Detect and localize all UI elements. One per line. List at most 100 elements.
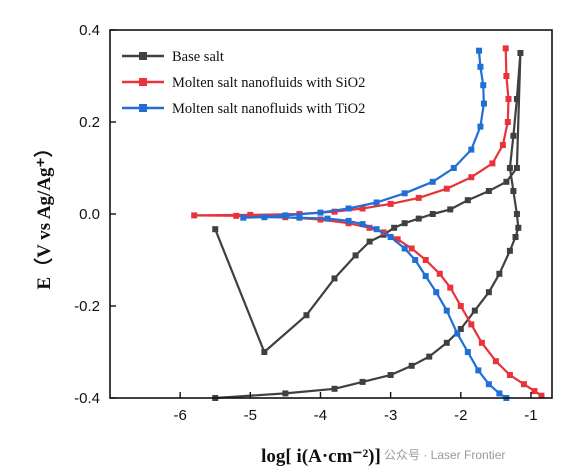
legend-label: Molten salt nanofluids with SiO2 — [172, 75, 365, 91]
data-point — [477, 123, 484, 130]
data-point — [468, 146, 475, 153]
data-point — [247, 211, 254, 218]
data-point — [401, 245, 408, 252]
data-point — [240, 214, 247, 221]
data-point — [485, 188, 492, 194]
data-point — [480, 100, 487, 107]
data-point — [212, 226, 219, 233]
legend: Base salt Molten salt nanofluids with SiO… — [122, 49, 365, 117]
x-tick-label: -3 — [384, 407, 397, 424]
series-2 — [240, 47, 510, 401]
data-point — [489, 160, 496, 167]
data-point — [510, 132, 517, 139]
watermark-text: 公众号 · Laser Frontier — [384, 448, 505, 462]
data-point — [317, 216, 324, 223]
data-point — [415, 215, 422, 222]
x-tick-label: -4 — [314, 407, 327, 424]
series-line — [242, 50, 508, 399]
data-point — [429, 211, 436, 217]
data-point — [359, 221, 366, 228]
data-point — [499, 142, 506, 148]
data-point — [517, 50, 524, 56]
x-axis-label: log[ i(A·cm⁻²)] — [261, 446, 381, 467]
data-point — [426, 353, 433, 360]
data-point — [324, 215, 331, 222]
data-point — [464, 349, 471, 355]
data-point — [408, 245, 415, 252]
data-point — [447, 284, 454, 291]
legend-marker — [139, 104, 147, 112]
data-point — [468, 174, 475, 181]
data-point — [475, 367, 482, 374]
data-point — [443, 185, 450, 192]
data-point — [515, 224, 522, 231]
series-layer — [191, 45, 545, 401]
data-point — [303, 312, 310, 319]
data-point — [478, 339, 485, 346]
data-point — [531, 388, 538, 395]
x-tick-label: -1 — [524, 407, 537, 424]
data-point — [496, 390, 503, 397]
data-point — [485, 289, 492, 296]
data-point — [296, 214, 303, 221]
data-point — [450, 165, 457, 171]
data-point — [513, 165, 520, 171]
data-point — [317, 209, 324, 216]
data-point — [513, 96, 520, 102]
data-point — [504, 119, 511, 125]
data-point — [477, 63, 484, 70]
data-point — [191, 212, 198, 219]
axis-ticks: -6 -5 -4 -3 -2 -1 -0.4 -0.2 0.0 0.2 0.4 — [74, 22, 537, 424]
data-point — [454, 330, 461, 337]
data-point — [373, 226, 380, 233]
data-point — [359, 378, 366, 385]
data-point — [408, 362, 415, 369]
data-point — [401, 190, 408, 197]
data-point — [391, 224, 398, 231]
data-point — [468, 321, 475, 328]
data-point — [373, 199, 380, 206]
data-point — [345, 217, 352, 224]
data-point — [282, 212, 289, 219]
data-point — [457, 303, 464, 309]
data-point — [538, 392, 545, 399]
y-tick-label: 0.2 — [79, 114, 100, 131]
data-point — [436, 270, 443, 277]
data-point — [331, 385, 338, 392]
data-point — [464, 197, 471, 204]
data-point — [513, 211, 520, 217]
data-point — [447, 206, 454, 213]
y-tick-label: 0.0 — [79, 206, 100, 223]
data-point — [443, 339, 450, 346]
data-point — [261, 349, 268, 355]
data-point — [422, 273, 429, 280]
data-point — [502, 45, 509, 52]
data-point — [443, 307, 450, 314]
data-point — [503, 73, 510, 79]
data-point — [387, 200, 394, 207]
data-point — [480, 82, 487, 89]
data-point — [387, 372, 394, 378]
y-tick-label: -0.4 — [74, 390, 100, 407]
data-point — [366, 238, 373, 245]
data-point — [496, 270, 503, 277]
data-point — [345, 205, 352, 212]
data-point — [492, 358, 499, 365]
data-point — [387, 234, 394, 240]
data-point — [485, 381, 492, 388]
data-point — [352, 252, 359, 259]
data-point — [476, 47, 483, 54]
data-point — [512, 234, 519, 240]
data-point — [471, 307, 478, 314]
legend-label: Molten salt nanofluids with TiO2 — [172, 101, 365, 117]
data-point — [261, 214, 268, 221]
data-point — [331, 275, 338, 282]
legend-label: Base salt — [172, 49, 224, 65]
series-1 — [191, 45, 545, 399]
data-point — [394, 236, 401, 243]
y-axis-label: E（V vs Ag/Ag⁺） — [32, 138, 55, 289]
x-tick-label: -6 — [173, 407, 186, 424]
legend-marker — [139, 52, 147, 60]
data-point — [503, 178, 510, 185]
